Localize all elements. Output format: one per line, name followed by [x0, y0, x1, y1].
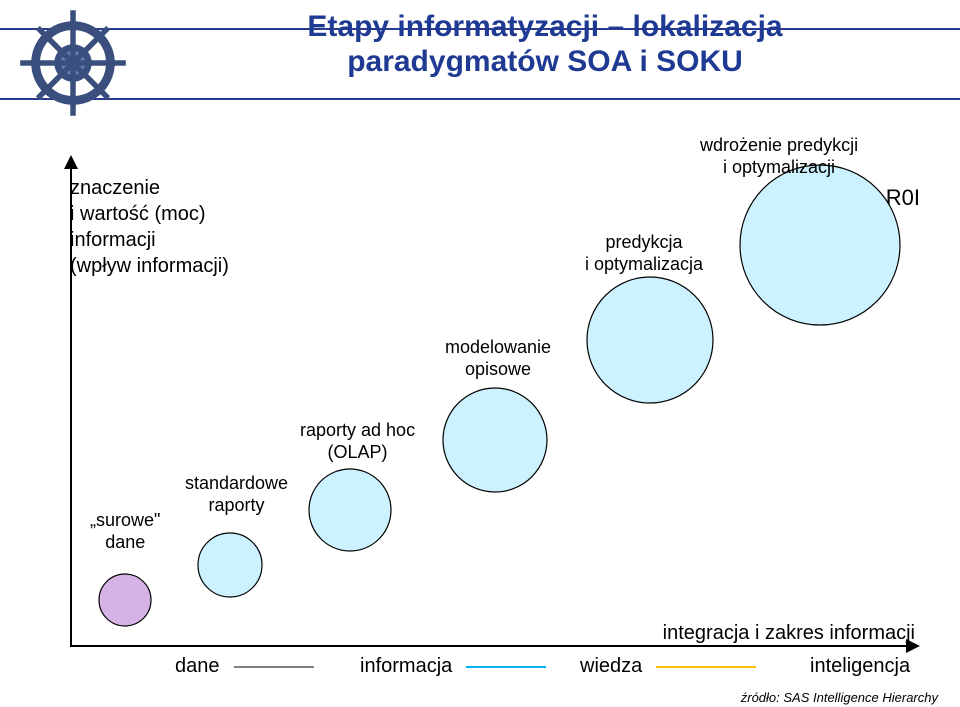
- y-label-1: znaczenie: [70, 175, 229, 201]
- x-axis-ticks: dane informacja wiedza inteligencja: [70, 647, 910, 687]
- header-bar: Etapy informatyzacji – lokalizacja parad…: [0, 0, 960, 100]
- bubble-label-3: modelowanieopisowe: [445, 337, 551, 380]
- slide-title: Etapy informatyzacji – lokalizacja parad…: [185, 10, 905, 79]
- bubble-0: [99, 574, 151, 626]
- header-line-bottom: [0, 98, 960, 100]
- bubble-1: [198, 533, 262, 597]
- bubble-label-1: standardoweraporty: [185, 473, 288, 516]
- roi-label: R0I: [886, 185, 920, 211]
- x-tick-label-3: inteligencja: [810, 655, 910, 678]
- title-line2: paradygmatów SOA i SOKU: [185, 45, 905, 80]
- x-tick-3: inteligencja: [810, 655, 910, 678]
- bubble-label-2: raporty ad hoc(OLAP): [300, 420, 415, 463]
- x-tick-label-1: informacja: [360, 655, 452, 678]
- bubble-label-4: predykcjai optymalizacja: [585, 232, 703, 275]
- y-axis-arrow-icon: [64, 155, 78, 169]
- x-tick-label-0: dane: [175, 655, 220, 678]
- x-tick-connector-1: [466, 666, 546, 668]
- bubble-label-5: wdrożenie predykcjii optymalizacji: [700, 135, 858, 178]
- y-label-2: i wartość (moc): [70, 201, 229, 227]
- source-citation: źródło: SAS Intelligence Hierarchy: [741, 690, 938, 705]
- y-axis-label: znaczenie i wartość (moc) informacji (wp…: [70, 175, 229, 279]
- x-tick-1: informacja: [360, 655, 560, 678]
- bubble-label-0: „surowe"dane: [90, 510, 160, 553]
- x-tick-connector-0: [234, 666, 314, 668]
- title-line1: Etapy informatyzacji – lokalizacja: [185, 10, 905, 45]
- slide-stage: Etapy informatyzacji – lokalizacja parad…: [0, 0, 960, 707]
- bubble-5: [740, 165, 900, 325]
- bubble-2: [309, 469, 391, 551]
- x-tick-0: dane: [175, 655, 328, 678]
- bubble-3: [443, 388, 547, 492]
- x-tick-2: wiedza: [580, 655, 770, 678]
- y-label-4: (wpływ informacji): [70, 253, 229, 279]
- ship-wheel-icon: [18, 8, 128, 118]
- bubble-4: [587, 277, 713, 403]
- x-tick-connector-2: [656, 666, 756, 668]
- y-label-3: informacji: [70, 227, 229, 253]
- x-axis-title: integracja i zakres informacji: [663, 622, 915, 645]
- x-tick-label-2: wiedza: [580, 655, 642, 678]
